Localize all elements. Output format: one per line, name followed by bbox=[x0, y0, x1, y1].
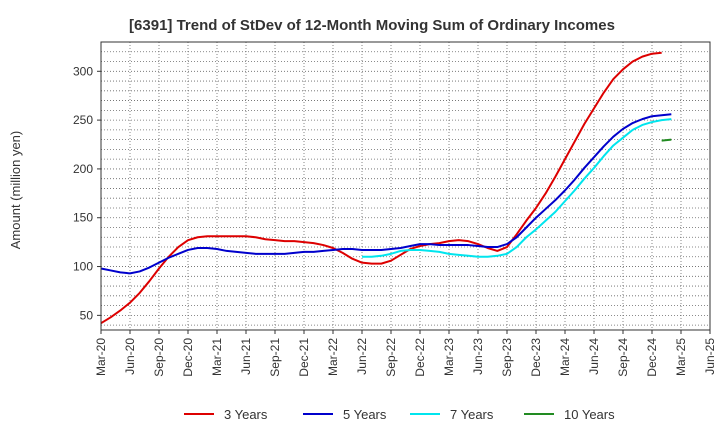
y-axis-label: Amount (million yen) bbox=[8, 131, 23, 250]
y-tick-label: 50 bbox=[80, 308, 94, 322]
x-tick-label: Sep-21 bbox=[268, 338, 282, 377]
series-line-5-years bbox=[100, 113, 672, 275]
x-tick-label: Mar-21 bbox=[210, 338, 224, 376]
legend-label-3-years: 3 Years bbox=[224, 407, 268, 422]
series-line-3-years bbox=[100, 51, 662, 325]
x-tick-label: Mar-20 bbox=[94, 338, 108, 376]
y-tick-label: 200 bbox=[73, 162, 93, 176]
x-tick-label: Jun-23 bbox=[471, 338, 485, 375]
x-tick-label: Dec-20 bbox=[181, 338, 195, 377]
y-tick-label: 100 bbox=[73, 260, 93, 274]
legend-label-10-years: 10 Years bbox=[564, 407, 615, 422]
x-tick-label: Mar-23 bbox=[442, 338, 456, 376]
y-tick-label: 250 bbox=[73, 113, 93, 127]
x-tick-label: Jun-21 bbox=[239, 338, 253, 375]
y-tick-label: 150 bbox=[73, 211, 93, 225]
x-tick-label: Sep-20 bbox=[152, 338, 166, 377]
x-tick-label: Sep-23 bbox=[500, 338, 514, 377]
legend: 3 Years 5 Years 7 Years 10 Years bbox=[184, 407, 615, 422]
x-tick-label: Sep-24 bbox=[616, 338, 630, 377]
series-group bbox=[100, 51, 672, 325]
x-tick-label: Sep-22 bbox=[384, 338, 398, 377]
plot-background bbox=[101, 42, 710, 330]
plot-area bbox=[101, 42, 710, 330]
series-line-7-years bbox=[362, 118, 672, 258]
x-tick-label: Jun-25 bbox=[703, 338, 717, 375]
x-tick-label: Jun-24 bbox=[587, 338, 601, 375]
legend-label-5-years: 5 Years bbox=[343, 407, 387, 422]
y-tick-label: 300 bbox=[73, 64, 93, 78]
x-tick-label: Mar-22 bbox=[326, 338, 340, 376]
x-tick-label: Jun-20 bbox=[123, 338, 137, 375]
x-axis: Mar-20 Jun-20 Sep-20 Dec-20 Mar-21 Jun-21 Sep-… bbox=[94, 330, 717, 377]
series-line-10-years bbox=[661, 138, 672, 142]
plot-frame bbox=[100, 41, 711, 331]
x-tick-label: Jun-22 bbox=[355, 338, 369, 375]
legend-label-7-years: 7 Years bbox=[450, 407, 494, 422]
chart-title: [6391] Trend of StDev of 12-Month Moving… bbox=[129, 17, 615, 34]
y-axis: 50 100 150 200 250 300 bbox=[73, 64, 101, 322]
x-tick-label: Mar-25 bbox=[674, 338, 688, 376]
x-tick-label: Dec-24 bbox=[645, 338, 659, 377]
x-tick-label: Dec-21 bbox=[297, 338, 311, 377]
x-tick-label: Mar-24 bbox=[558, 338, 572, 376]
grid bbox=[100, 42, 711, 330]
x-tick-label: Dec-23 bbox=[529, 338, 543, 377]
x-tick-label: Dec-22 bbox=[413, 338, 427, 377]
